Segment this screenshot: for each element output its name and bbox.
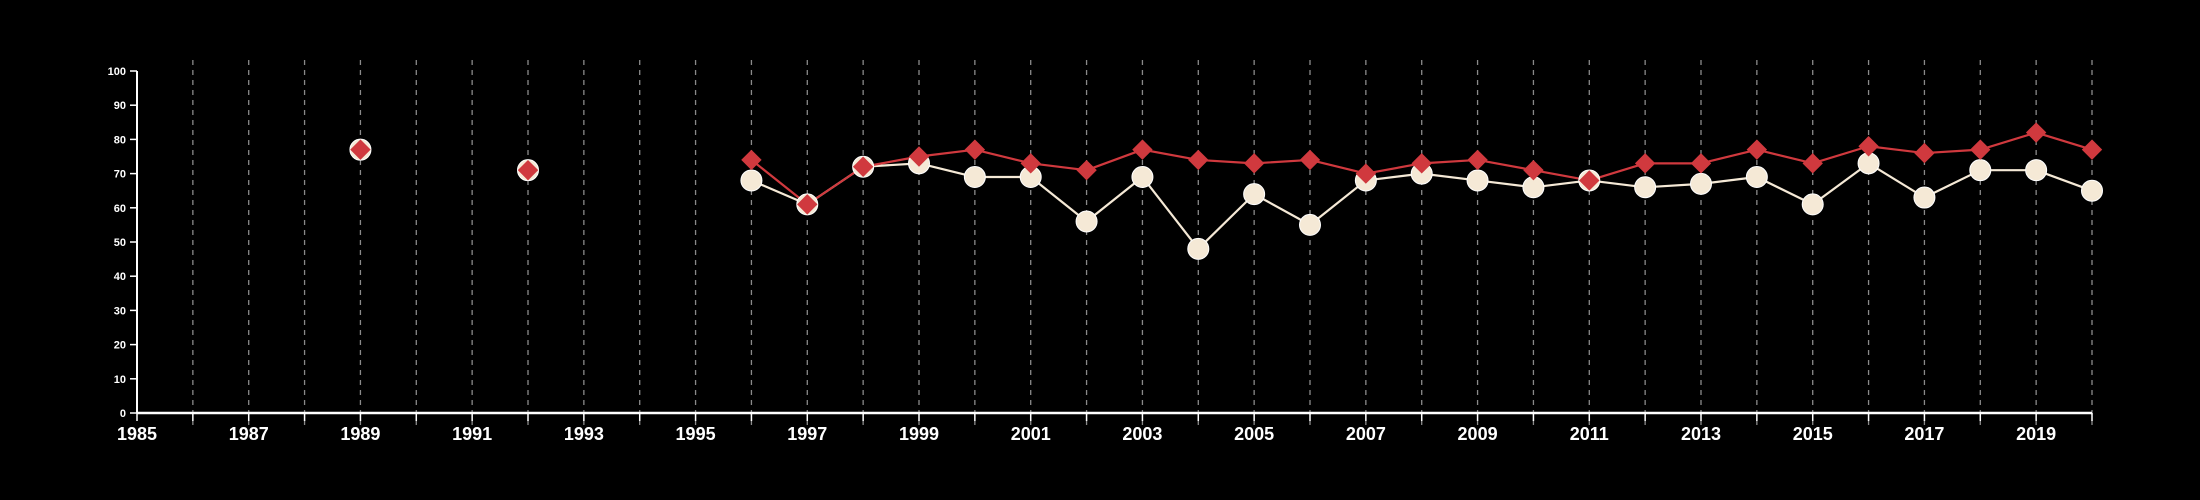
x-tick-label: 2011	[1570, 424, 1609, 444]
diamond-series-point	[1188, 149, 1209, 171]
diamond-series-point	[797, 194, 818, 215]
x-tick-label: 2009	[1458, 424, 1498, 444]
diamond-series-point	[1132, 139, 1153, 160]
diamond-series-point	[1634, 153, 1656, 174]
x-tick-label: 1985	[117, 424, 157, 444]
diamond-series-point	[1746, 139, 1768, 160]
y-tick-label: 100	[108, 66, 126, 78]
y-axis-ticks: 0 10 20 30 40 50 60 70 80 90 100	[108, 66, 137, 420]
diamond-series-point	[1690, 153, 1712, 174]
x-tick-label: 2001	[1011, 424, 1051, 444]
diamond-series-point	[852, 156, 874, 177]
circle-series-point	[2081, 179, 2103, 202]
diamond-series-point	[908, 146, 930, 167]
x-tick-label: 1999	[899, 424, 939, 444]
circle-series-point	[1801, 193, 1824, 216]
x-tick-label: 2013	[1681, 424, 1721, 444]
y-tick-label: 30	[114, 305, 126, 317]
circle-series-point	[1634, 176, 1657, 199]
circle-series-point	[1299, 213, 1321, 236]
y-tick-label: 20	[114, 340, 126, 352]
x-tick-label: 2017	[1904, 424, 1944, 444]
diamond-series-point	[2081, 139, 2103, 160]
circle-series-point	[740, 169, 763, 192]
y-tick-label: 60	[114, 203, 126, 215]
diamond-series-point	[1858, 136, 1879, 157]
y-tick-label: 70	[114, 169, 126, 181]
y-tick-label: 50	[114, 237, 126, 249]
y-tick-label: 90	[114, 100, 126, 112]
diamond-series-point	[1467, 149, 1488, 171]
circle-series-point	[1969, 159, 1992, 182]
diamond-series-point	[1579, 170, 1600, 191]
diamond-series-point	[1523, 159, 1544, 181]
diamond-series-point	[1411, 153, 1432, 174]
circle-series-point	[1466, 169, 1489, 192]
circle-series-point	[963, 166, 986, 189]
x-tick-label: 2007	[1346, 424, 1386, 444]
diamond-series-point	[1802, 153, 1823, 174]
diamond-series-point	[1970, 139, 1991, 160]
y-tick-label: 0	[120, 408, 126, 420]
x-tick-label: 2003	[1122, 424, 1162, 444]
diamond-series-point	[1243, 153, 1265, 174]
y-tick-label: 40	[114, 271, 126, 283]
x-tick-label: 2019	[2016, 424, 2056, 444]
circle-series-point	[1075, 210, 1098, 233]
circle-series-point	[1243, 183, 1266, 206]
diamond-series-point	[2025, 122, 2047, 143]
diamond-series-point	[1914, 142, 1935, 164]
diamond-series-point	[741, 149, 762, 171]
x-tick-label: 1987	[229, 424, 269, 444]
y-tick-label: 80	[114, 134, 126, 146]
y-tick-label: 10	[114, 374, 126, 386]
diamond-series-point	[350, 139, 371, 160]
circle-series-point	[1131, 166, 1154, 189]
diamond-series-point	[517, 159, 539, 181]
circle-series-point	[1187, 237, 1210, 260]
x-axis-ticks: 1985 1987 1989 1991 1993 1995 1997 1999 2001 2003…	[117, 413, 2093, 444]
data-series	[349, 122, 2103, 260]
diamond-series-point	[1076, 159, 1097, 181]
diamond-series-point	[1355, 163, 1377, 184]
x-tick-label: 1993	[564, 424, 604, 444]
x-tick-label: 1991	[452, 424, 492, 444]
circle-series-point	[2025, 159, 2048, 182]
x-tick-label: 2015	[1793, 424, 1833, 444]
diamond-series-point	[964, 139, 986, 160]
circle-series-point	[1690, 172, 1712, 195]
circle-series-point	[1913, 186, 1936, 209]
x-tick-label: 1995	[676, 424, 716, 444]
diamond-series-point	[1299, 149, 1321, 171]
x-tick-label: 2005	[1234, 424, 1274, 444]
diamond-series-point	[1020, 153, 1041, 174]
x-tick-label: 1997	[787, 424, 827, 444]
circle-series-point	[1745, 166, 1768, 189]
x-tick-label: 1989	[340, 424, 380, 444]
